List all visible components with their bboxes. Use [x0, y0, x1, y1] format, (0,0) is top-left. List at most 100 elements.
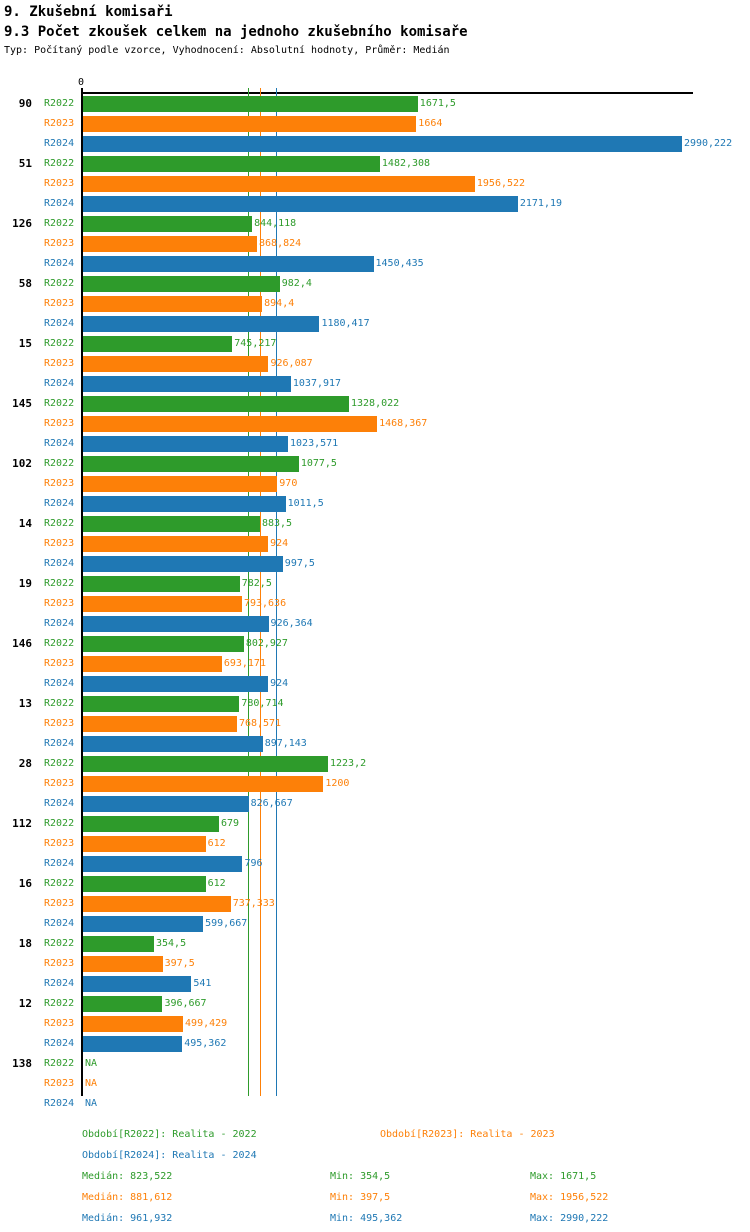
- bar-row[interactable]: R2024 796: [0, 854, 750, 874]
- bar[interactable]: [83, 876, 206, 892]
- bar-row[interactable]: R2022 NA: [0, 1054, 750, 1074]
- bar[interactable]: [83, 96, 418, 112]
- bar-row[interactable]: R2022 1077,5: [0, 454, 750, 474]
- bar[interactable]: [83, 176, 475, 192]
- bar[interactable]: [83, 296, 263, 312]
- bar-row[interactable]: R2023 926,087: [0, 354, 750, 374]
- bar-row[interactable]: R2023 397,5: [0, 954, 750, 974]
- bar[interactable]: [83, 916, 204, 932]
- bar-row[interactable]: R2024 1037,917: [0, 374, 750, 394]
- bar-row[interactable]: R2023 NA: [0, 1074, 750, 1094]
- bar[interactable]: [83, 236, 258, 252]
- bar[interactable]: [83, 596, 242, 612]
- bar-row[interactable]: R2024 1180,417: [0, 314, 750, 334]
- bar-row[interactable]: R2024 924: [0, 674, 750, 694]
- bar-row[interactable]: R2024 599,667: [0, 914, 750, 934]
- bar-row[interactable]: R2024 926,364: [0, 614, 750, 634]
- bar[interactable]: [83, 336, 233, 352]
- bar-row[interactable]: R2023 1664: [0, 114, 750, 134]
- bar[interactable]: [83, 136, 682, 152]
- bar[interactable]: [83, 216, 253, 232]
- bar-row[interactable]: R2024 541: [0, 974, 750, 994]
- bar-row[interactable]: R2023 970: [0, 474, 750, 494]
- bar[interactable]: [83, 796, 249, 812]
- bar[interactable]: [83, 996, 163, 1012]
- bar-row[interactable]: R2022 396,667: [0, 994, 750, 1014]
- bar-row[interactable]: R2023 1956,522: [0, 174, 750, 194]
- bar[interactable]: [83, 556, 283, 572]
- bar-row[interactable]: R2022 780,714: [0, 694, 750, 714]
- bar[interactable]: [83, 576, 240, 592]
- bar[interactable]: [83, 196, 518, 212]
- bar[interactable]: [83, 716, 237, 732]
- bar-row[interactable]: R2023 1468,367: [0, 414, 750, 434]
- bar-row[interactable]: R2022 982,4: [0, 274, 750, 294]
- bar[interactable]: [83, 476, 278, 492]
- bar[interactable]: [83, 356, 269, 372]
- bar-row[interactable]: R2023 894,4: [0, 294, 750, 314]
- bar-row[interactable]: R2024 2171,19: [0, 194, 750, 214]
- bar[interactable]: [83, 616, 269, 632]
- bar-row[interactable]: R2023 693,171: [0, 654, 750, 674]
- bar[interactable]: [83, 516, 260, 532]
- bar-row[interactable]: R2022 612: [0, 874, 750, 894]
- bar-row[interactable]: R2024 1011,5: [0, 494, 750, 514]
- bar-row[interactable]: R2023 768,571: [0, 714, 750, 734]
- bar[interactable]: [83, 836, 206, 852]
- bar[interactable]: [83, 636, 244, 652]
- bar-row[interactable]: R2023 924: [0, 534, 750, 554]
- bar-row[interactable]: R2022 844,118: [0, 214, 750, 234]
- bar[interactable]: [83, 496, 286, 512]
- bar[interactable]: [83, 436, 289, 452]
- bar-row[interactable]: R2024 495,362: [0, 1034, 750, 1054]
- bar[interactable]: [83, 736, 263, 752]
- bar-row[interactable]: R2023 499,429: [0, 1014, 750, 1034]
- bar[interactable]: [83, 956, 163, 972]
- bar-row[interactable]: R2023 868,824: [0, 234, 750, 254]
- bar-row[interactable]: R2022 782,5: [0, 574, 750, 594]
- bar-group-label: 51: [18, 157, 32, 170]
- bar[interactable]: [83, 816, 219, 832]
- bar-row[interactable]: R2023 737,333: [0, 894, 750, 914]
- bar[interactable]: [83, 256, 374, 272]
- bar-row[interactable]: R2024 1023,571: [0, 434, 750, 454]
- bar[interactable]: [83, 676, 269, 692]
- bar[interactable]: [83, 756, 328, 772]
- bar[interactable]: [83, 276, 280, 292]
- bar-row[interactable]: R2024 NA: [0, 1094, 750, 1114]
- bar[interactable]: [83, 116, 417, 132]
- bar-row[interactable]: R2022 802,927: [0, 634, 750, 654]
- bar[interactable]: [83, 1016, 184, 1032]
- bar[interactable]: [83, 936, 154, 952]
- bar-row[interactable]: R2022 1671,5: [0, 94, 750, 114]
- bar[interactable]: [83, 656, 222, 672]
- bar-row[interactable]: R2022 1328,022: [0, 394, 750, 414]
- bar[interactable]: [83, 376, 291, 392]
- bar-row[interactable]: R2024 1450,435: [0, 254, 750, 274]
- bar[interactable]: [83, 456, 299, 472]
- bar[interactable]: [83, 416, 378, 432]
- bar-row[interactable]: R2024 897,143: [0, 734, 750, 754]
- bar-row[interactable]: R2022 1482,308: [0, 154, 750, 174]
- bar-row[interactable]: R2022 679: [0, 814, 750, 834]
- bar-row[interactable]: R2024 997,5: [0, 554, 750, 574]
- bar[interactable]: [83, 536, 269, 552]
- bar[interactable]: [83, 976, 192, 992]
- bar[interactable]: [83, 696, 240, 712]
- bar-row[interactable]: R2023 612: [0, 834, 750, 854]
- bar[interactable]: [83, 776, 324, 792]
- bar-row[interactable]: R2022 354,5: [0, 934, 750, 954]
- bar-row[interactable]: R2023 1200: [0, 774, 750, 794]
- bar[interactable]: [83, 316, 320, 332]
- bar[interactable]: [83, 396, 349, 412]
- bar-row[interactable]: R2022 883,5: [0, 514, 750, 534]
- bar[interactable]: [83, 156, 380, 172]
- bar-row[interactable]: R2023 793,636: [0, 594, 750, 614]
- bar-row[interactable]: R2024 2990,222: [0, 134, 750, 154]
- bar[interactable]: [83, 1036, 183, 1052]
- bar-row[interactable]: R2024 826,667: [0, 794, 750, 814]
- bar-row[interactable]: R2022 745,217: [0, 334, 750, 354]
- bar[interactable]: [83, 856, 243, 872]
- bar[interactable]: [83, 896, 231, 912]
- bar-row[interactable]: R2022 1223,2: [0, 754, 750, 774]
